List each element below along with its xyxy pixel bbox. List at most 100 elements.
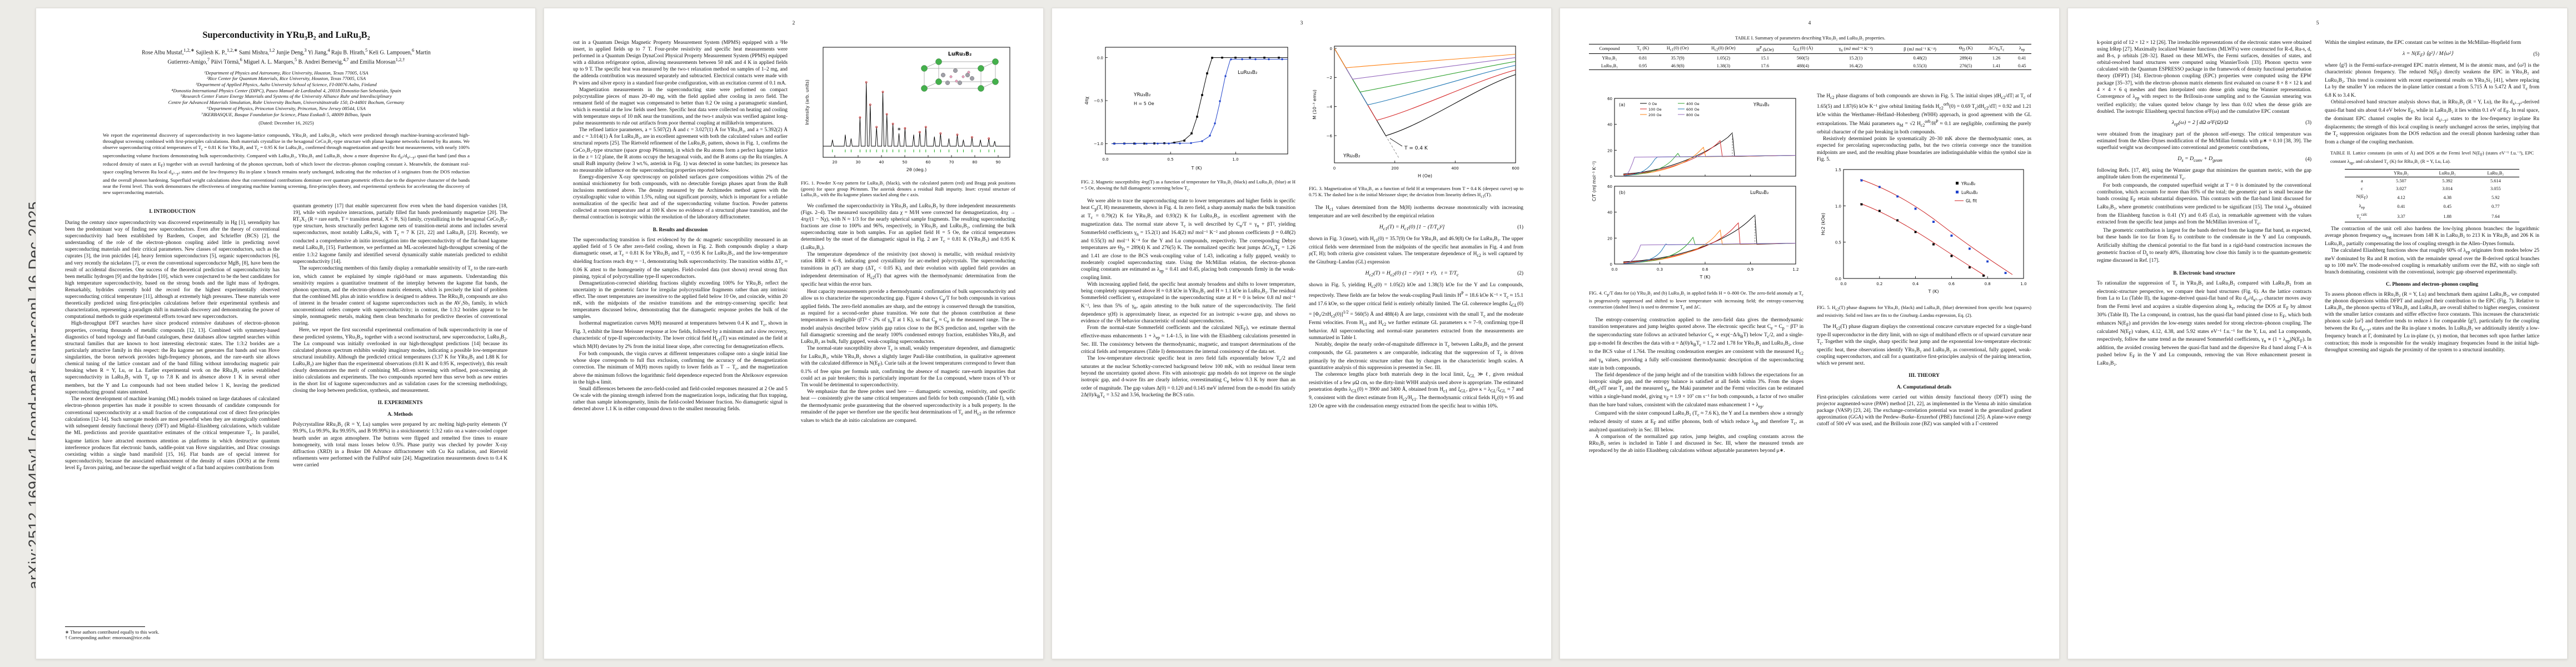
fig2-y-tick: −0.5 xyxy=(1094,99,1103,103)
body-paragraph: We emphasize that the three probes used … xyxy=(801,389,1015,424)
table-1-cell: 46.9(8) xyxy=(1656,62,1700,71)
table-2-header-row: YRu₃B₂ LuRu₃B₂ LaRu₃B₂ xyxy=(2344,168,2520,177)
page1-right-column: quantum geometry [17] that enable superc… xyxy=(293,203,507,640)
table-1-cell: 15.1 xyxy=(1761,55,1770,61)
body-paragraph: Heat capacity measurements provide a the… xyxy=(801,288,1015,345)
svg-text:600 Oe: 600 Oe xyxy=(1686,107,1700,112)
table-1-cell: LuRu₃B₂ xyxy=(1589,62,1630,71)
fig4-x-tick: 0.9 xyxy=(1747,267,1753,272)
svg-text:YRu₃B₂: YRu₃B₂ xyxy=(1961,181,1975,186)
subsection-heading-computational: A. Computational details xyxy=(1896,384,1952,390)
affiliations: ¹Department of Physics and Astronomy, Ri… xyxy=(65,70,507,118)
body-paragraph: Demagnetization-corrected shielding frac… xyxy=(573,280,788,320)
fig1-x-tick: 30 xyxy=(856,160,861,165)
table-1-header: Tc (K) xyxy=(1630,43,1656,54)
table-1-cell: 0.41 xyxy=(2017,55,2026,61)
table-1-header: ΘD (K) xyxy=(1951,43,1980,54)
equation-4: Ds = Dconv + Dgeom (4) xyxy=(2097,156,2311,163)
fig5-x-tick: 0.8 xyxy=(1985,282,1991,286)
svg-text:100 Oe: 100 Oe xyxy=(1648,107,1662,112)
equation-2: Hc2(T) = Hc2(0) (1 − t²)/(1 + t²), t = T… xyxy=(1309,270,1523,277)
page-1: Superconductivity in YRu₃B₂ and LuRu₃B₂ … xyxy=(36,8,536,659)
body-paragraph: Resistively determined points lie system… xyxy=(1817,136,2031,162)
table-2-header: LuRu₃B₂ xyxy=(2423,168,2472,177)
fig3-x-tick: 200 xyxy=(1391,166,1398,171)
page-3: 3 YRu₃B₂ H = 5 Oe LuRu₃B₂ 0.0 0.5 1.0 xyxy=(1052,8,1552,659)
fig3-x-tick: 600 xyxy=(1512,166,1519,171)
fig2-label-luru3b2: LuRu₃B₂ xyxy=(1238,70,1258,76)
fig1-x-tick: 70 xyxy=(949,160,954,165)
table-2-cell: 5.392 xyxy=(2442,178,2453,184)
body-paragraph: The refined lattice parameters, a = 5.50… xyxy=(573,127,788,173)
subsection-heading-bands: B. Electronic band structure xyxy=(2173,270,2235,276)
svg-text:200 Oe: 200 Oe xyxy=(1648,113,1662,117)
table-1-header: ξGL(0) (Å) xyxy=(1782,43,1823,54)
body-paragraph: shown in Fig. 3 (inset), with Hc1(0) = 3… xyxy=(1309,236,1523,265)
fig4-y-tick: 60 xyxy=(1607,97,1612,101)
body-paragraph: The field dependence of the jump height … xyxy=(1589,372,1803,410)
boron-atoms xyxy=(949,71,970,83)
equation-5-body: λ = N(EF) ⟨g²⟩ / M⟨ω²⟩ xyxy=(2403,51,2454,58)
fig3-magnetization-chart: T = 0.4 K YRu₃B₂ 0 200 400 600 0 −2 −4 −… xyxy=(1312,46,1519,178)
fig5-x-tick: 0.4 xyxy=(1912,282,1919,286)
page-4: 4 TABLE I. Summary of parameters describ… xyxy=(1559,8,2060,659)
equation-3-body: λep(ω) = 2 ∫ dΩ α²F(Ω)/Ω xyxy=(2171,119,2229,127)
section-heading-introduction: I. INTRODUCTION xyxy=(149,209,196,215)
body-paragraph: The normal-state susceptibility above Tc… xyxy=(801,346,1015,389)
fig4-panel-a-label: (a) xyxy=(1619,102,1625,107)
fig5-x-tick: 0.2 xyxy=(1876,282,1882,286)
table-1: Compound Tc (K) Hc1(0) (Oe) Hc2(0) (kOe)… xyxy=(1589,43,2031,71)
footnote-rule xyxy=(65,626,145,627)
page3-right-column: T = 0.4 K YRu₃B₂ 0 200 400 600 0 −2 −4 −… xyxy=(1309,39,1523,640)
fig2-susceptibility-chart: YRu₃B₂ H = 5 Oe LuRu₃B₂ 0.0 0.5 1.0 0.0 … xyxy=(1084,47,1288,171)
body-paragraph: Compared with the sister compound LaRu₃B… xyxy=(1589,411,1803,434)
table-1-row: YRu₃B₂ 0.81 35.7(9) 1.05(2) 15.1 560(5) … xyxy=(1589,54,2031,62)
page3-left-column: YRu₃B₂ H = 5 Oe LuRu₃B₂ 0.0 0.5 1.0 0.0 … xyxy=(1081,39,1296,640)
table-2-cell: 4.12 xyxy=(2397,195,2405,200)
fig5-x-tick: 1.0 xyxy=(2020,282,2026,286)
table-2-cell: 5.614 xyxy=(2490,178,2501,184)
fig4-panel-b-label: (b) xyxy=(1619,190,1625,195)
table-2-cell: 0.45 xyxy=(2443,204,2452,210)
fig2-label-yru3b2: YRu₃B₂ xyxy=(1133,92,1151,98)
equation-3: λep(ω) = 2 ∫ dΩ α²F(Ω)/Ω (3) xyxy=(2097,120,2311,127)
table-1-header: Compound xyxy=(1589,43,1630,54)
figure-2: YRu₃B₂ H = 5 Oe LuRu₃B₂ 0.0 0.5 1.0 0.0 … xyxy=(1081,41,1296,177)
table-1-cell: 276(5) xyxy=(1951,62,1980,71)
affiliation: ²Rice Center for Quantum Materials, Rice… xyxy=(206,76,366,82)
lu-atoms xyxy=(921,58,999,92)
table-2-cell: 7.64 xyxy=(2472,211,2520,222)
authors-line: Rose Albu Mustaf,1,2,∗ Sajilesh K. P.,1,… xyxy=(65,47,507,66)
body-paragraph: out in a Quantum Design Magnetic Propert… xyxy=(573,40,788,86)
body-paragraph: We were able to trace the superconductin… xyxy=(1081,198,1296,281)
body-paragraph: Polycrystalline RRu₃B₂ (R = Y, Lu) sampl… xyxy=(293,422,507,468)
fig3-annotation-arrow xyxy=(1389,138,1403,147)
affiliation: ¹Department of Physics and Astronomy, Ri… xyxy=(204,69,368,76)
affiliation: ⁶Department of Physics, Princeton Univer… xyxy=(207,105,366,111)
equation-4-number: (4) xyxy=(2305,156,2311,162)
fig4-y-axis-label: C/T (mJ mol⁻¹ K⁻²) xyxy=(1592,161,1597,201)
authors-line-1: Rose Albu Mustaf,1,2,∗ Sajilesh K. P.,1,… xyxy=(142,48,431,56)
fig4-panel-b-curves xyxy=(1623,214,1796,264)
table-2-cell: 1.88 xyxy=(2423,211,2472,222)
body-paragraph: With increasing applied field, the speci… xyxy=(1081,282,1296,325)
fig1-xrd-chart: ∗ LuRu₃B₂ xyxy=(805,47,1010,172)
body-paragraph: shown in Fig. 5, yielding Hc2(0) = 1.05(… xyxy=(1309,282,1523,341)
dated-line: (Dated: December 16, 2025) xyxy=(258,120,314,126)
page-number: 4 xyxy=(1808,21,1811,26)
svg-text:0 Oe: 0 Oe xyxy=(1648,102,1657,106)
affiliation: ⁴Donostia International Physics Center (… xyxy=(171,87,401,93)
figure-3: T = 0.4 K YRu₃B₂ 0 200 400 600 0 −2 −4 −… xyxy=(1309,41,1523,183)
table-1-cell: 1.26 xyxy=(1992,55,2001,61)
fig5-hc2-phase-diagram: YRu₃B₂ LuRu₃B₂ GL fit 0.0 0.2 0.4 0.6 0.… xyxy=(1821,168,2027,294)
body-paragraph: The low-temperature electronic specific … xyxy=(1081,355,1296,399)
table-2-cell: λep xyxy=(2359,203,2365,210)
fig4-sample-b-label: LuRu₃B₂ xyxy=(1750,190,1769,196)
table-1-cell: 15.2(1) xyxy=(1849,55,1863,61)
page5-left-column: k-point grid of 12 × 12 × 12 [26]. The i… xyxy=(2097,39,2311,640)
table-1-row: LuRu₃B₂ 0.95 46.9(8) 1.38(3) 17.6 488(4)… xyxy=(1589,62,2031,71)
fig2-x-tick: 0.5 xyxy=(1167,157,1173,162)
table-2-row: c 3.027 3.014 3.055 xyxy=(2345,185,2520,193)
fig1-x-tick: 90 xyxy=(996,160,1001,165)
